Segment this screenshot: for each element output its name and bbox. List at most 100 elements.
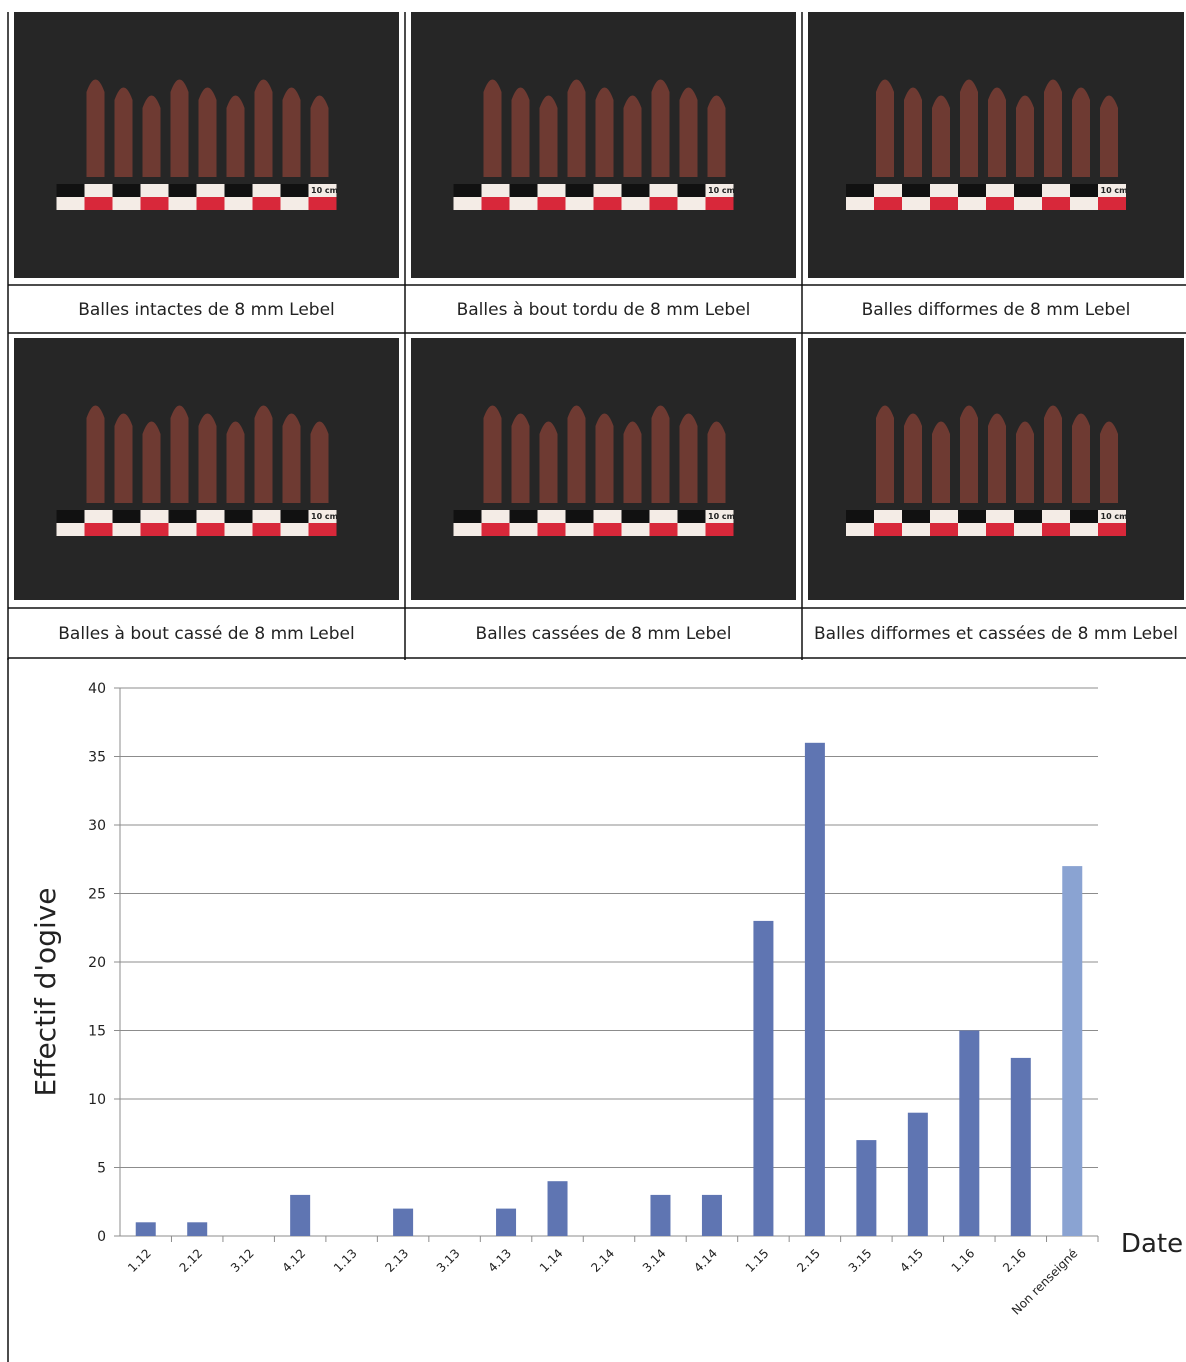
scale-seg bbox=[621, 197, 650, 210]
caption: Balles à bout cassé de 8 mm Lebel bbox=[58, 624, 354, 644]
scale-label: 10 cm bbox=[1101, 186, 1128, 195]
bullet bbox=[679, 87, 698, 177]
scale-seg bbox=[902, 184, 930, 197]
y-tick-label: 0 bbox=[97, 1229, 106, 1245]
bullet bbox=[1044, 79, 1062, 177]
scale-seg bbox=[481, 197, 510, 210]
scale-seg bbox=[196, 197, 225, 210]
bullet bbox=[142, 95, 161, 177]
scale-seg bbox=[308, 510, 337, 523]
bullet bbox=[651, 79, 670, 177]
x-axis-label: Date bbox=[1121, 1229, 1183, 1259]
scale-seg bbox=[224, 510, 253, 523]
bullet bbox=[483, 79, 502, 177]
scale-seg bbox=[930, 197, 958, 210]
scale-seg bbox=[84, 197, 113, 210]
bar bbox=[1062, 866, 1083, 1236]
bullet bbox=[932, 421, 950, 503]
scale-seg bbox=[168, 184, 197, 197]
scale-seg bbox=[986, 197, 1014, 210]
scale-seg bbox=[453, 184, 482, 197]
caption: Balles intactes de 8 mm Lebel bbox=[78, 300, 335, 320]
bar bbox=[701, 1194, 722, 1236]
bullet bbox=[310, 95, 329, 177]
x-tick-label: 3.13 bbox=[434, 1246, 463, 1275]
bar bbox=[393, 1208, 414, 1236]
scale-seg bbox=[846, 184, 874, 197]
scale-seg bbox=[453, 197, 482, 210]
scale-seg bbox=[140, 510, 169, 523]
x-tick-label: 3.15 bbox=[846, 1246, 875, 1275]
scale-seg bbox=[986, 510, 1014, 523]
bullet bbox=[707, 421, 726, 503]
scale-seg bbox=[1070, 197, 1098, 210]
scale-seg bbox=[252, 197, 281, 210]
scale-seg bbox=[481, 510, 510, 523]
bar bbox=[135, 1222, 156, 1236]
scale-seg bbox=[168, 197, 197, 210]
scale-seg bbox=[84, 184, 113, 197]
scale-seg bbox=[649, 510, 678, 523]
scale-seg bbox=[509, 523, 538, 536]
scale-seg bbox=[453, 523, 482, 536]
scale-seg bbox=[705, 184, 734, 197]
scale-seg bbox=[112, 523, 141, 536]
bullet bbox=[876, 405, 894, 503]
scale-seg bbox=[537, 197, 566, 210]
scale-seg bbox=[593, 197, 622, 210]
x-tick-label: 2.15 bbox=[794, 1246, 823, 1275]
scale-seg bbox=[1098, 184, 1126, 197]
scale-seg bbox=[224, 197, 253, 210]
bar bbox=[907, 1112, 928, 1236]
scale-seg bbox=[537, 510, 566, 523]
scale-seg bbox=[1098, 523, 1126, 536]
caption: Balles cassées de 8 mm Lebel bbox=[476, 624, 732, 644]
y-tick-label: 30 bbox=[88, 818, 106, 834]
scale-seg bbox=[1098, 197, 1126, 210]
scale-seg bbox=[705, 510, 734, 523]
bar bbox=[547, 1181, 568, 1236]
scale-seg bbox=[308, 197, 337, 210]
scale-seg bbox=[481, 184, 510, 197]
scale-seg bbox=[252, 523, 281, 536]
bullet bbox=[904, 87, 922, 177]
scale-seg bbox=[677, 510, 706, 523]
scale-seg bbox=[930, 523, 958, 536]
scale-seg bbox=[1014, 197, 1042, 210]
scale-seg bbox=[902, 510, 930, 523]
bullet bbox=[170, 79, 189, 177]
scale-seg bbox=[705, 523, 734, 536]
scale-seg bbox=[537, 184, 566, 197]
bullet bbox=[254, 405, 273, 503]
scale-seg bbox=[481, 523, 510, 536]
scale-seg bbox=[280, 197, 309, 210]
x-tick-label: 4.13 bbox=[485, 1246, 514, 1275]
scale-seg bbox=[565, 184, 594, 197]
scale-label: 10 cm bbox=[311, 186, 338, 195]
scale-seg bbox=[56, 510, 85, 523]
scale-seg bbox=[112, 197, 141, 210]
y-tick-label: 40 bbox=[88, 681, 106, 697]
bullet bbox=[1072, 413, 1090, 503]
bullet bbox=[1016, 421, 1034, 503]
scale-seg bbox=[930, 184, 958, 197]
y-tick-label: 10 bbox=[88, 1092, 106, 1108]
scale-seg bbox=[846, 197, 874, 210]
bar bbox=[650, 1194, 671, 1236]
scale-seg bbox=[56, 184, 85, 197]
scale-seg bbox=[902, 197, 930, 210]
scale-seg bbox=[1098, 510, 1126, 523]
scale-seg bbox=[537, 523, 566, 536]
scale-seg bbox=[958, 197, 986, 210]
scale-seg bbox=[509, 184, 538, 197]
scale-seg bbox=[874, 184, 902, 197]
scale-seg bbox=[705, 197, 734, 210]
scale-seg bbox=[196, 523, 225, 536]
scale-seg bbox=[593, 510, 622, 523]
bar bbox=[856, 1140, 877, 1236]
scale-seg bbox=[621, 184, 650, 197]
scale-seg bbox=[902, 523, 930, 536]
bullet bbox=[988, 413, 1006, 503]
bullet bbox=[483, 405, 502, 503]
